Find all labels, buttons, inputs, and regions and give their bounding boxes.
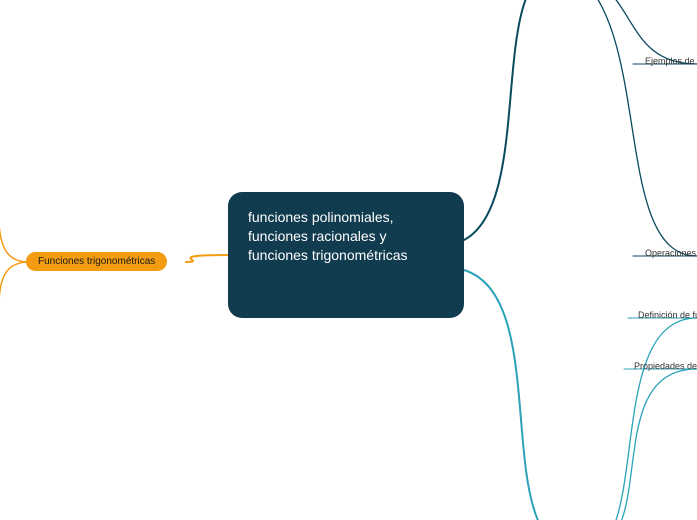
edge [186, 255, 228, 262]
edge [0, 60, 26, 262]
leaf-propiedades[interactable]: Propiedades de [634, 361, 697, 373]
leaf-definicion[interactable]: Definición de fu [638, 310, 697, 322]
edge [464, 270, 590, 520]
leaf-operaciones[interactable]: Operaciones [645, 248, 696, 260]
edge [0, 262, 26, 470]
edge [590, 369, 697, 520]
edge [570, 0, 697, 64]
edge [464, 0, 570, 240]
leaf-ejemplos[interactable]: Ejemplos de [645, 56, 695, 68]
edge [590, 318, 697, 520]
mindmap-canvas: funciones polinomiales, funciones racion… [0, 0, 697, 520]
edge [570, 0, 697, 256]
central-node[interactable]: funciones polinomiales, funciones racion… [228, 192, 464, 318]
node-funciones-trigonometricas[interactable]: Funciones trigonométricas [26, 252, 167, 271]
